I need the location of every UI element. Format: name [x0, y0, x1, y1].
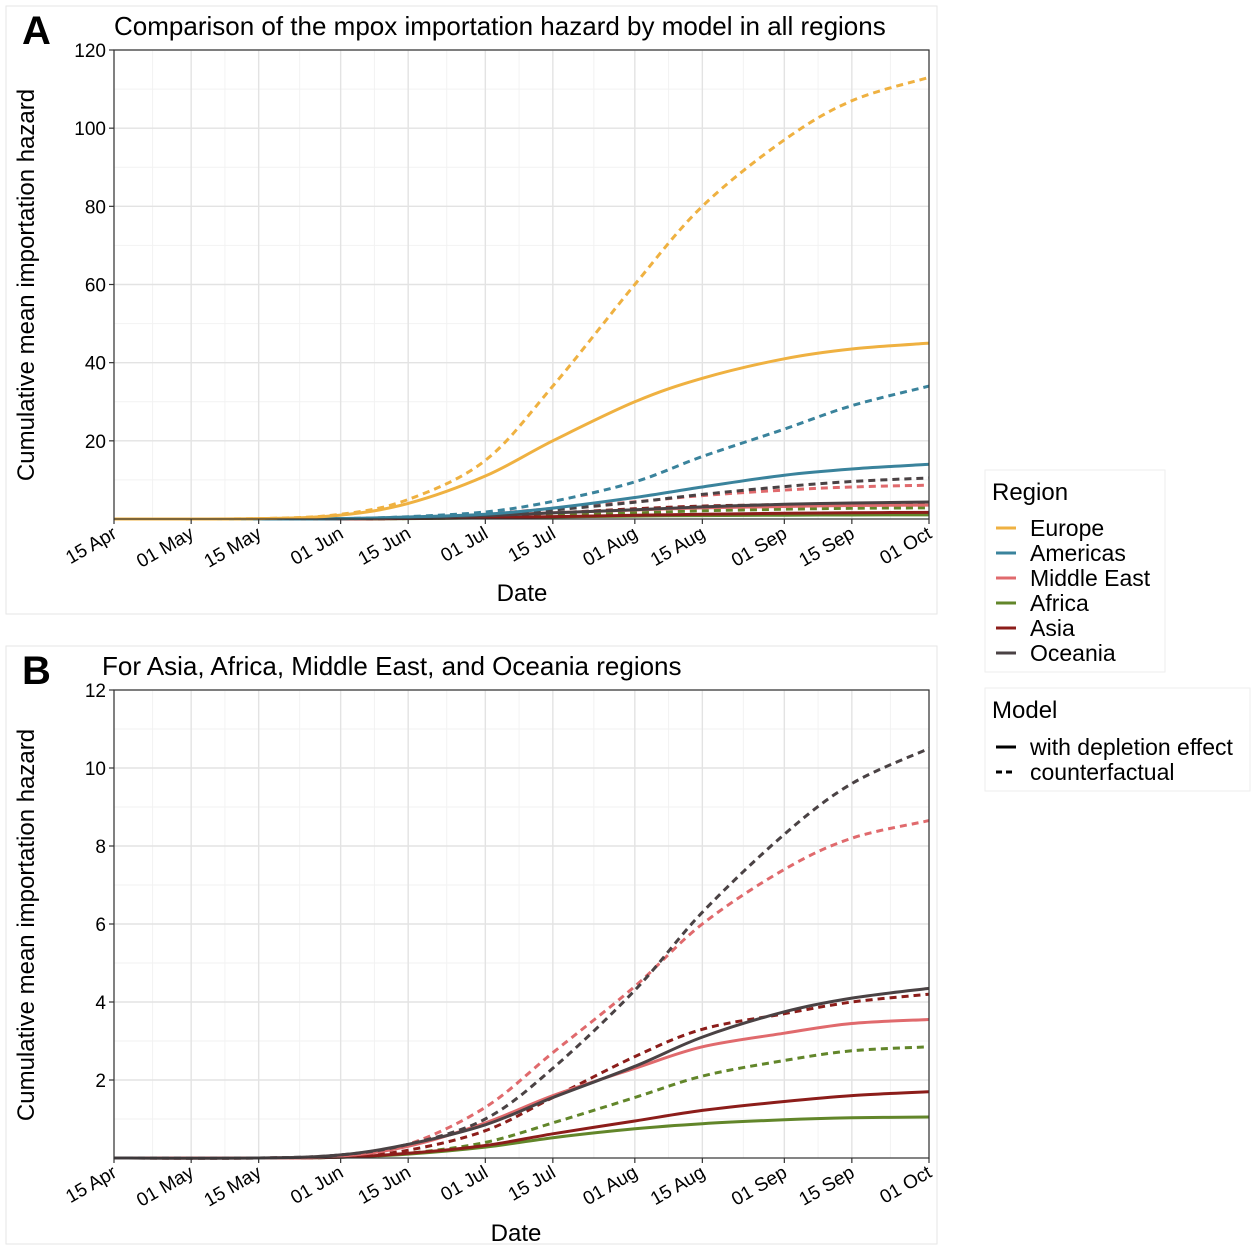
y-tick-label: 8 [95, 837, 106, 858]
model-legend: Model with depletion effect counterfactu… [984, 687, 1251, 792]
region-legend-label: Americas [1030, 540, 1126, 566]
y-tick-label: 120 [74, 41, 106, 62]
region-legend-label: Oceania [1030, 640, 1116, 666]
model-legend-label: with depletion effect [1029, 734, 1233, 760]
y-tick-label: 4 [95, 993, 106, 1014]
y-tick-label: 6 [95, 915, 106, 936]
y-tick-label: 12 [85, 681, 106, 702]
series-line [113, 1045, 930, 1160]
series-line [113, 75, 930, 521]
series-line [113, 476, 930, 521]
model-legend-label: counterfactual [1030, 759, 1174, 785]
y-tick-label: 20 [85, 432, 106, 453]
series-line [113, 747, 930, 1160]
region-legend-label: Asia [1030, 615, 1075, 641]
y-tick-label: 2 [95, 1071, 106, 1092]
panel-a-letter: A [22, 9, 51, 53]
panel-b-letter: B [22, 649, 51, 693]
panel-a-y-axis-title: Cumulative mean importation hazard [13, 89, 40, 481]
panel-a-title: Comparison of the mpox importation hazar… [114, 11, 886, 41]
region-legend-label: Middle East [1030, 565, 1151, 591]
y-tick-label: 100 [74, 119, 106, 140]
series-line [113, 341, 930, 521]
y-tick-label: 60 [85, 276, 106, 297]
series-line [113, 384, 930, 521]
y-tick-label: 10 [85, 759, 106, 780]
y-tick-label: 80 [85, 197, 106, 218]
model-legend-box [984, 687, 1251, 792]
panel-b-x-axis-title: Date [491, 1220, 542, 1245]
region-legend-title: Region [992, 479, 1068, 506]
region-legend-box [984, 469, 1166, 673]
panel-b-title: For Asia, Africa, Middle East, and Ocean… [102, 651, 682, 681]
region-legend-label: Africa [1030, 590, 1089, 616]
panel-a-x-axis-title: Date [497, 580, 548, 607]
region-legend-label: Europe [1030, 515, 1104, 541]
model-legend-title: Model [992, 697, 1057, 724]
panel-b-y-axis-title: Cumulative mean importation hazard [13, 729, 40, 1121]
y-tick-label: 40 [85, 354, 106, 375]
